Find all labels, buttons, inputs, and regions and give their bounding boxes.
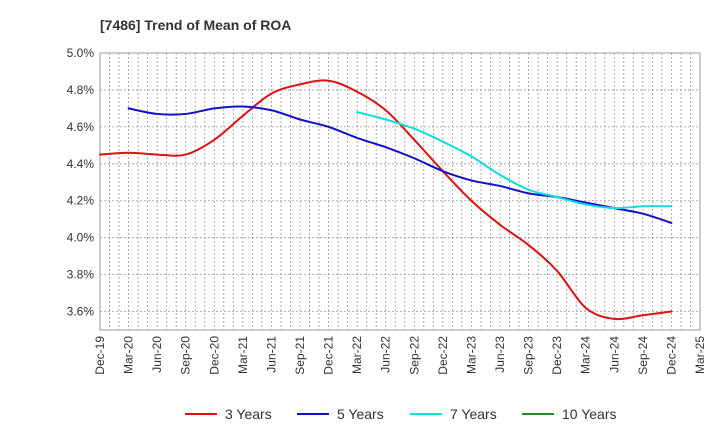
y-tick-label: 3.6% — [67, 305, 95, 319]
x-tick-label: Dec-24 — [664, 336, 678, 375]
x-tick-label: Sep-20 — [179, 336, 193, 375]
legend-label-7-years: 7 Years — [450, 406, 497, 422]
x-tick-label: Mar-23 — [464, 336, 478, 374]
grid-lines — [100, 52, 700, 330]
x-tick-label: Mar-25 — [693, 336, 707, 374]
x-tick-label: Jun-24 — [607, 336, 621, 373]
x-tick-label: Sep-22 — [407, 336, 421, 375]
y-tick-label: 3.8% — [67, 268, 95, 282]
y-tick-label: 4.2% — [67, 194, 95, 208]
y-tick-label: 4.8% — [67, 83, 95, 97]
y-tick-label: 5.0% — [67, 46, 95, 60]
x-tick-label: Mar-24 — [579, 336, 593, 374]
chart-legend: 3 Years 5 Years 7 Years 10 Years — [185, 406, 617, 422]
legend-label-3-years: 3 Years — [225, 406, 272, 422]
plot-area-border — [99, 52, 701, 331]
x-tick-label: Dec-20 — [207, 336, 221, 375]
x-tick-label: Sep-23 — [522, 336, 536, 375]
y-tick-label: 4.4% — [67, 157, 95, 171]
x-tick-label: Sep-24 — [636, 336, 650, 375]
x-tick-label: Sep-21 — [293, 336, 307, 375]
x-tick-label: Mar-20 — [122, 336, 136, 374]
series-lines — [99, 79, 673, 321]
y-tick-label: 4.0% — [67, 231, 95, 245]
series-line-3-years — [99, 79, 673, 321]
x-tick-label: Jun-21 — [264, 336, 278, 373]
x-tick-label: Dec-22 — [436, 336, 450, 375]
series-line-5-years — [127, 105, 673, 224]
x-tick-label: Jun-20 — [150, 336, 164, 373]
x-tick-label: Dec-19 — [93, 336, 107, 375]
x-axis-ticks: Dec-19 Mar-20 Jun-20 Sep-20 Dec-20 Mar-21 Jun-… — [93, 336, 707, 375]
x-tick-label: Jun-22 — [379, 336, 393, 373]
y-axis-ticks: 3.6% 3.8% 4.0% 4.2% 4.4% 4.6% 4.8% 5.0% — [67, 46, 95, 319]
y-tick-label: 4.6% — [67, 120, 95, 134]
x-tick-label: Dec-21 — [322, 336, 336, 375]
legend-label-5-years: 5 Years — [337, 406, 384, 422]
series-line-7-years — [356, 111, 673, 210]
legend-label-10-years: 10 Years — [562, 406, 617, 422]
x-tick-label: Dec-23 — [550, 336, 564, 375]
x-tick-label: Mar-22 — [350, 336, 364, 374]
chart-title: [7486] Trend of Mean of ROA — [100, 17, 291, 33]
x-tick-label: Mar-21 — [236, 336, 250, 374]
x-tick-label: Jun-23 — [493, 336, 507, 373]
